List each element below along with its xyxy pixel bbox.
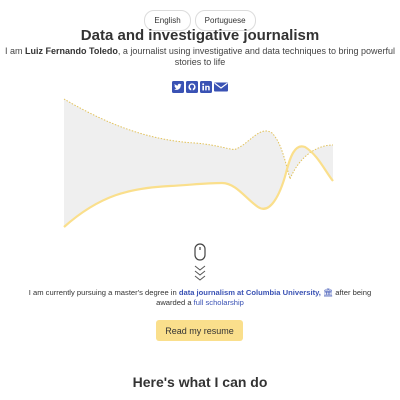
read-resume-button[interactable]: Read my resume xyxy=(156,320,243,341)
bio-middle: after being awarded a xyxy=(156,288,372,307)
scholarship-link[interactable]: full scholarship xyxy=(193,298,244,307)
intro-name: Luiz Fernando Toledo xyxy=(25,46,118,56)
stream-fill-area xyxy=(64,99,333,227)
intro-suffix: , a journalist using investigative and d… xyxy=(117,46,395,67)
intro-text: I am Luiz Fernando Toledo, a journalist … xyxy=(0,46,400,68)
social-links xyxy=(0,80,400,93)
github-icon[interactable] xyxy=(186,80,198,93)
bio-text: I am currently pursuing a master's degre… xyxy=(0,288,400,308)
institution-icon: 🏛 xyxy=(323,288,334,297)
section-title: Here's what I can do xyxy=(132,374,268,390)
twitter-icon[interactable] xyxy=(172,80,184,93)
stream-dotted-line xyxy=(63,98,334,181)
language-portuguese-button[interactable]: Portuguese xyxy=(194,10,256,31)
page-title: Data and investigative journalism xyxy=(80,27,320,44)
linkedin-icon[interactable] xyxy=(200,80,212,93)
mouse-scroll-icon[interactable] xyxy=(191,243,209,285)
stream-yellow-line xyxy=(63,145,334,228)
bio-prefix: I am currently pursuing a master's degre… xyxy=(28,288,179,297)
language-switcher: English Portuguese xyxy=(0,10,400,31)
mail-icon[interactable] xyxy=(214,80,228,92)
language-english-button[interactable]: English xyxy=(144,10,191,31)
decorative-stream-graphic xyxy=(63,98,334,228)
columbia-link[interactable]: data journalism at Columbia University, xyxy=(178,288,321,297)
intro-prefix: I am xyxy=(4,46,25,56)
